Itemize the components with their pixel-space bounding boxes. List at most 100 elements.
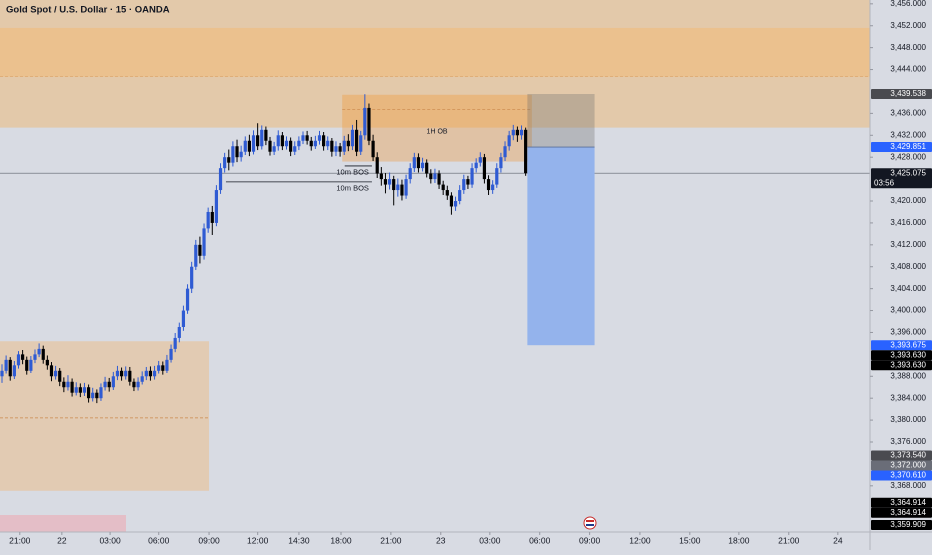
candle-body	[58, 370, 62, 382]
candle-body	[251, 135, 256, 152]
price-tag-label: 3,429.851	[890, 142, 926, 151]
candle-body	[383, 179, 388, 185]
candle-body	[227, 157, 231, 163]
candle-body	[214, 190, 219, 223]
bos-label: 10m BOS	[336, 167, 369, 176]
candle-body	[313, 140, 317, 147]
candle-body	[239, 151, 243, 158]
y-tick-label: 3,384.000	[890, 393, 926, 402]
candle-body	[210, 211, 214, 223]
y-tick-label: 3,412.000	[890, 240, 926, 249]
candle-body	[478, 157, 482, 163]
candle-body	[297, 140, 301, 147]
x-tick-label: 03:00	[99, 535, 121, 545]
candle-body	[177, 326, 181, 338]
price-tag	[871, 88, 932, 99]
candle-body	[124, 370, 128, 377]
candle-body	[515, 129, 520, 136]
x-tick-label: 21:00	[380, 535, 402, 545]
y-tick-label: 3,420.000	[890, 196, 926, 205]
candle-body	[223, 157, 227, 169]
candle-body	[235, 146, 239, 158]
candle-body	[367, 107, 371, 141]
chart-title: Gold Spot / U.S. Dollar · 15 · OANDA	[6, 5, 170, 16]
x-tick-label: 14:30	[288, 535, 310, 545]
candle-body	[334, 146, 338, 152]
x-tick-label: 12:00	[247, 535, 269, 545]
candle-body	[165, 359, 169, 371]
plot-area: 1H OB 10m BOS 10m BOS	[0, 0, 870, 491]
candle-body	[293, 146, 297, 152]
candle-body	[194, 244, 198, 267]
price-tag-label: 3,372.000	[890, 461, 926, 470]
candle-body	[346, 140, 350, 147]
candle-body	[330, 140, 334, 152]
x-tick-label: 09:00	[579, 535, 601, 545]
candle-body	[206, 211, 210, 229]
candle-body	[326, 140, 330, 147]
y-tick-label: 3,408.000	[890, 262, 926, 271]
candle-body	[49, 365, 54, 377]
candle-body	[264, 129, 268, 141]
candle-body	[462, 179, 466, 191]
y-tick-label: 3,404.000	[890, 284, 926, 293]
candle-body	[396, 184, 400, 191]
candle-body	[45, 359, 49, 366]
price-tag	[871, 450, 932, 461]
y-tick-label: 3,452.000	[890, 21, 926, 30]
candle-body	[198, 244, 202, 256]
candle-body	[491, 184, 495, 191]
price-tag-label: 3,364.914	[890, 508, 926, 517]
price-tag	[871, 497, 932, 508]
axes: 3,456.000 3,452.000 3,448.000 3,444.000 3,43…	[9, 0, 926, 545]
price-tag	[871, 520, 932, 530]
candle-body	[466, 179, 470, 185]
x-tick-label: 09:00	[198, 535, 220, 545]
candle-body	[503, 146, 507, 158]
candle-body	[78, 387, 82, 393]
position-target	[527, 147, 595, 346]
x-tick-label: 18:00	[728, 535, 750, 545]
candle-body	[161, 365, 165, 371]
event-icon[interactable]	[583, 516, 597, 530]
x-tick-label: 12:00	[629, 535, 651, 545]
y-tick-label: 3,448.000	[890, 43, 926, 52]
price-tag-label: 3,425.075	[890, 168, 926, 177]
candle-body	[260, 129, 264, 147]
price-tag	[871, 142, 932, 153]
candle-body	[16, 354, 21, 366]
y-tick-label: 3,380.000	[890, 415, 926, 424]
candle-body	[437, 173, 441, 185]
candle-body	[169, 348, 173, 360]
candle-body	[268, 140, 272, 152]
candle-body	[342, 140, 346, 152]
candle-body	[99, 387, 103, 399]
candle-body	[280, 135, 284, 147]
candle-body	[486, 179, 491, 191]
candle-body	[375, 157, 379, 174]
y-tick-label: 3,432.000	[890, 130, 926, 139]
candle-body	[181, 310, 186, 327]
candle-body	[511, 129, 515, 136]
price-tag-label: 3,359.909	[890, 520, 926, 529]
price-tag-label: 3,393.630	[890, 360, 926, 369]
candle-body	[173, 337, 177, 349]
y-tick-label: 3,428.000	[890, 152, 926, 161]
candle-body	[404, 179, 408, 196]
candle-body	[495, 168, 499, 185]
candle-body	[392, 179, 396, 191]
candle-body	[136, 381, 140, 388]
zone	[0, 341, 210, 491]
candle-body	[119, 370, 124, 377]
x-tick-label: 06:00	[529, 535, 551, 545]
x-tick-label: 24	[833, 535, 843, 545]
price-tag	[871, 168, 932, 189]
price-tag-label: 3,439.538	[890, 89, 926, 98]
candle-body	[474, 162, 478, 169]
candle-body	[379, 173, 383, 180]
candle-body	[387, 179, 392, 185]
x-tick-label: 03:00	[479, 535, 501, 545]
candle-body	[107, 381, 111, 388]
